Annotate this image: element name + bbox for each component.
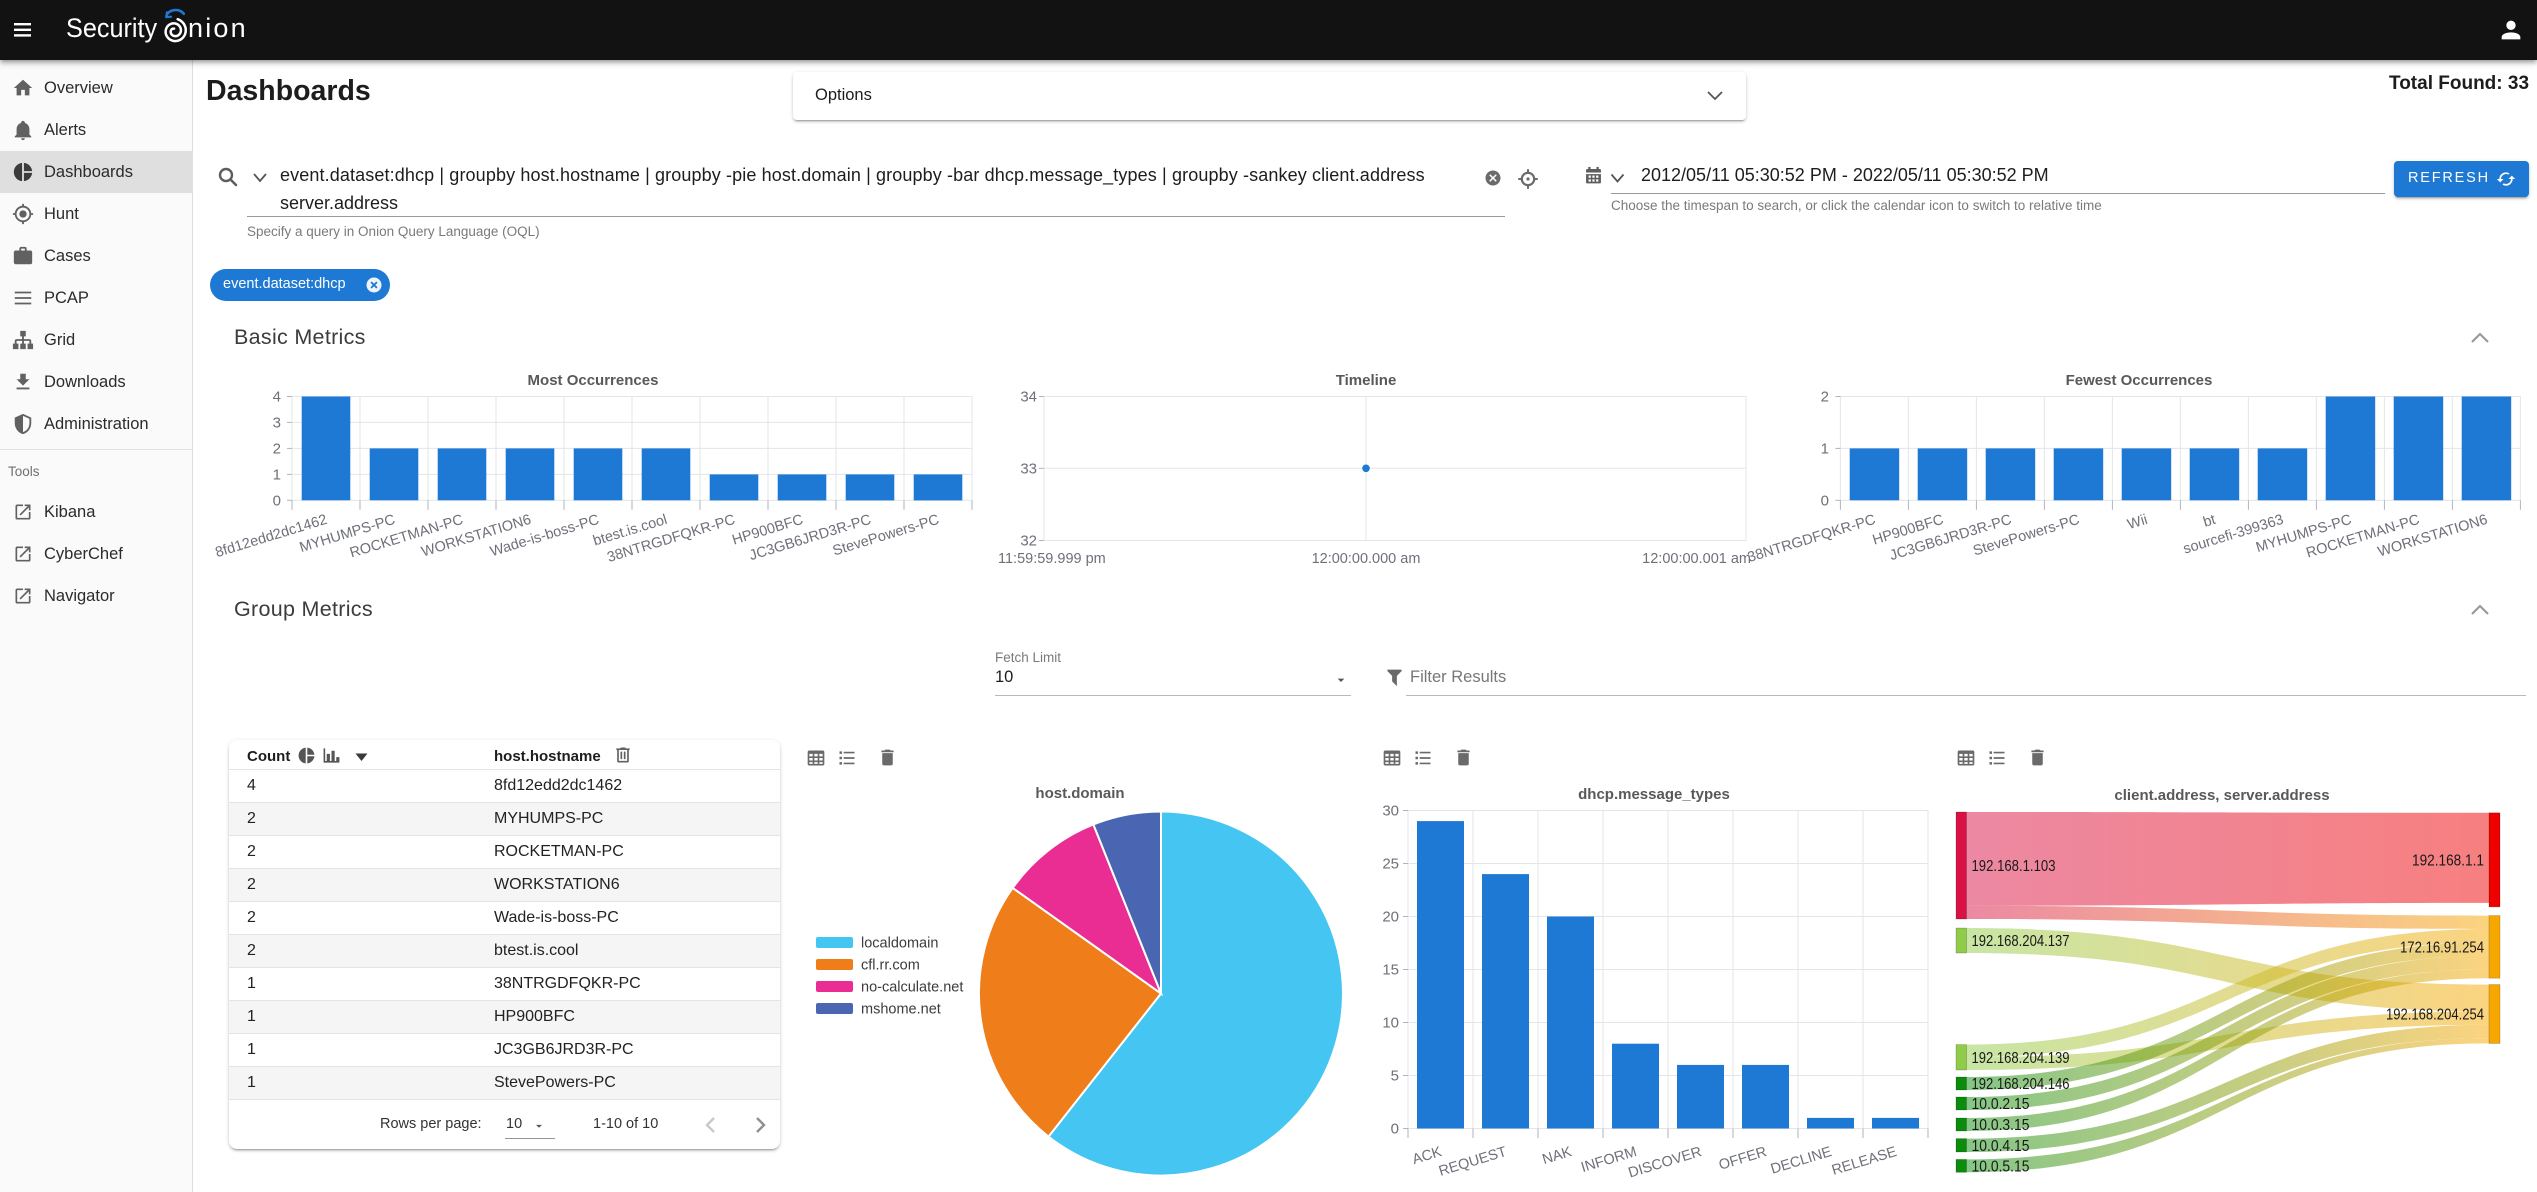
svg-text:10.0.4.15: 10.0.4.15 [1972,1138,2030,1155]
svg-text:0: 0 [1391,1121,1399,1138]
svg-text:15: 15 [1382,962,1399,979]
svg-text:12:00:00.001 am: 12:00:00.001 am [1642,551,1751,567]
svg-text:host.domain: host.domain [1035,785,1124,802]
svg-text:mshome.net: mshome.net [861,1002,941,1018]
svg-text:client.address, server.address: client.address, server.address [2114,787,2329,804]
svg-text:DECLINE: DECLINE [1769,1144,1834,1178]
svg-text:2: 2 [1821,389,1829,406]
svg-text:192.168.1.103: 192.168.1.103 [1972,858,2056,875]
svg-text:2: 2 [273,440,281,457]
svg-text:5: 5 [1391,1068,1399,1085]
svg-text:dhcp.message_types: dhcp.message_types [1578,786,1730,803]
svg-text:cfl.rr.com: cfl.rr.com [861,958,920,974]
svg-text:no-calculate.net: no-calculate.net [861,980,963,996]
svg-text:1: 1 [1821,440,1829,457]
svg-text:3: 3 [273,414,281,431]
svg-text:1: 1 [273,466,281,483]
svg-text:0: 0 [1821,492,1829,509]
svg-text:10.0.5.15: 10.0.5.15 [1972,1159,2030,1176]
svg-text:Timeline: Timeline [1336,372,1397,389]
svg-text:25: 25 [1382,856,1399,873]
svg-text:172.16.91.254: 172.16.91.254 [2400,940,2484,957]
svg-text:12:00:00.000 am: 12:00:00.000 am [1312,551,1421,567]
svg-text:192.168.204.146: 192.168.204.146 [1972,1076,2070,1093]
svg-text:10.0.2.15: 10.0.2.15 [1972,1096,2030,1113]
svg-text:localdomain: localdomain [861,936,938,952]
svg-text:Most Occurrences: Most Occurrences [528,372,659,389]
svg-text:Fewest Occurrences: Fewest Occurrences [2066,372,2213,389]
svg-text:34: 34 [1020,389,1037,406]
svg-text:4: 4 [273,389,281,406]
svg-text:0: 0 [273,492,281,509]
svg-text:38NTRGDFQKR-PC: 38NTRGDFQKR-PC [1746,512,1878,566]
svg-text:20: 20 [1382,909,1399,926]
svg-text:11:59:59.999 pm: 11:59:59.999 pm [998,551,1106,567]
svg-text:10.0.3.15: 10.0.3.15 [1972,1117,2030,1134]
svg-text:Wii: Wii [2126,512,2150,533]
svg-text:33: 33 [1020,460,1037,477]
svg-text:192.168.1.1: 192.168.1.1 [2412,853,2484,870]
svg-text:REQUEST: REQUEST [1437,1144,1509,1180]
svg-text:OFFER: OFFER [1717,1144,1769,1174]
svg-text:bt: bt [2201,512,2217,531]
svg-text:192.168.204.254: 192.168.204.254 [2386,1007,2484,1024]
svg-text:10: 10 [1382,1015,1399,1032]
svg-text:32: 32 [1020,533,1037,550]
svg-text:192.168.204.139: 192.168.204.139 [1972,1050,2070,1067]
svg-text:DISCOVER: DISCOVER [1627,1144,1704,1181]
svg-text:NAK: NAK [1540,1144,1574,1168]
svg-text:30: 30 [1382,803,1399,820]
svg-text:RELEASE: RELEASE [1830,1144,1899,1179]
svg-text:192.168.204.137: 192.168.204.137 [1972,933,2070,950]
